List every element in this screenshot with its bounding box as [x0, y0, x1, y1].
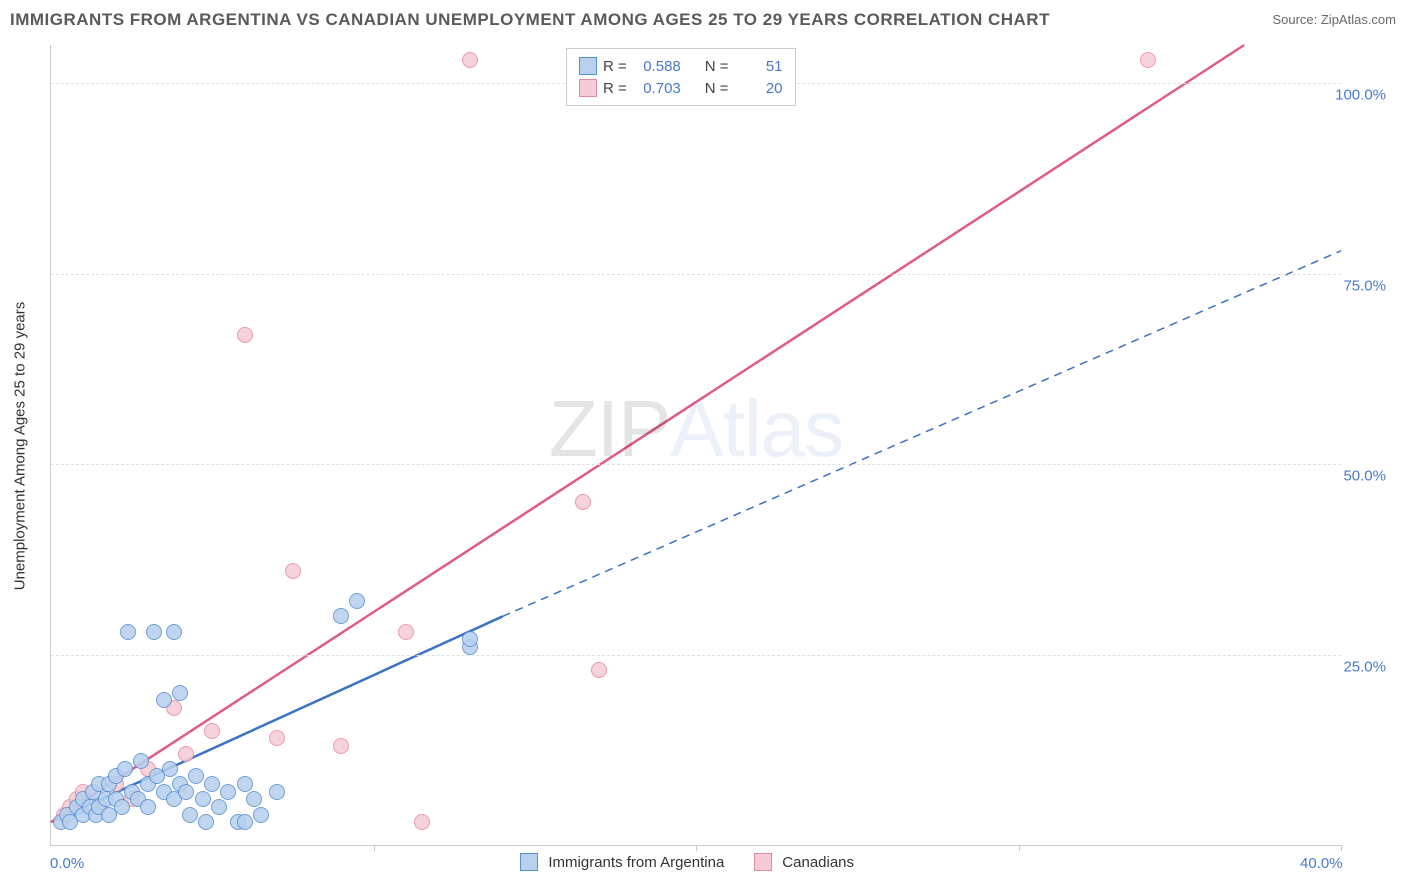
x-tick	[1341, 845, 1342, 851]
x-tick	[374, 845, 375, 851]
canadians-point	[269, 730, 285, 746]
canadians-point	[575, 494, 591, 510]
y-tick-label: 25.0%	[1343, 658, 1386, 675]
immigrants-point	[178, 784, 194, 800]
immigrants-point	[246, 791, 262, 807]
immigrants-point	[188, 768, 204, 784]
immigrants-point	[211, 799, 227, 815]
canadians-point	[591, 662, 607, 678]
immigrants-point	[237, 814, 253, 830]
immigrants-point	[462, 631, 478, 647]
legend-stat-row: R = 0.703 N = 20	[579, 77, 783, 99]
immigrants-point	[269, 784, 285, 800]
immigrants-point	[146, 624, 162, 640]
r-value: 0.703	[633, 80, 681, 97]
source-name: ZipAtlas.com	[1321, 12, 1396, 27]
legend-swatch	[754, 853, 772, 871]
immigrants-point	[166, 624, 182, 640]
immigrants-point	[349, 593, 365, 609]
n-label: N =	[705, 58, 729, 75]
n-label: N =	[705, 80, 729, 97]
immigrants-point	[140, 799, 156, 815]
r-value: 0.588	[633, 58, 681, 75]
immigrants-trend-line-extrapolated	[503, 251, 1342, 617]
immigrants-point	[198, 814, 214, 830]
y-tick-label: 50.0%	[1343, 468, 1386, 485]
watermark: ZIPAtlas	[549, 383, 843, 475]
x-tick	[1019, 845, 1020, 851]
r-label: R =	[603, 58, 627, 75]
immigrants-point	[204, 776, 220, 792]
legend-series-name: Immigrants from Argentina	[548, 854, 724, 871]
source-attribution: Source: ZipAtlas.com	[1272, 12, 1396, 27]
canadians-point	[204, 723, 220, 739]
immigrants-point	[220, 784, 236, 800]
correlation-stats-legend: R = 0.588 N = 51 R = 0.703 N = 20	[566, 48, 796, 106]
chart-title: IMMIGRANTS FROM ARGENTINA VS CANADIAN UN…	[10, 10, 1050, 29]
r-label: R =	[603, 80, 627, 97]
grid-line	[51, 655, 1341, 656]
source-prefix: Source:	[1272, 12, 1320, 27]
legend-stat-row: R = 0.588 N = 51	[579, 55, 783, 77]
canadians-trend-line	[51, 45, 1244, 822]
grid-line	[51, 464, 1341, 465]
canadians-point	[178, 746, 194, 762]
watermark-part-b: Atlas	[670, 384, 843, 473]
immigrants-point	[253, 807, 269, 823]
n-value: 51	[735, 58, 783, 75]
canadians-point	[1140, 52, 1156, 68]
x-origin-label: 0.0%	[50, 855, 84, 872]
grid-line	[51, 274, 1341, 275]
immigrants-point	[120, 624, 136, 640]
immigrants-point	[114, 799, 130, 815]
canadians-point	[462, 52, 478, 68]
x-max-label: 40.0%	[1300, 855, 1343, 872]
immigrants-point	[172, 685, 188, 701]
immigrants-point	[133, 753, 149, 769]
scatter-plot: ZIPAtlas	[50, 45, 1341, 846]
immigrants-point	[182, 807, 198, 823]
immigrants-point	[333, 608, 349, 624]
canadians-point	[414, 814, 430, 830]
legend-swatch	[579, 79, 597, 97]
immigrants-point	[195, 791, 211, 807]
n-value: 20	[735, 80, 783, 97]
trend-lines-layer	[51, 45, 1341, 845]
y-tick-label: 75.0%	[1343, 277, 1386, 294]
immigrants-point	[162, 761, 178, 777]
y-tick-label: 100.0%	[1335, 87, 1386, 104]
immigrants-point	[156, 692, 172, 708]
canadians-point	[398, 624, 414, 640]
legend-series-name: Canadians	[782, 854, 854, 871]
watermark-part-a: ZIP	[549, 384, 670, 473]
y-axis-label: Unemployment Among Ages 25 to 29 years	[12, 302, 29, 591]
immigrants-point	[237, 776, 253, 792]
immigrants-point	[117, 761, 133, 777]
series-legend: Immigrants from Argentina Canadians	[514, 851, 880, 873]
canadians-point	[333, 738, 349, 754]
legend-swatch	[579, 57, 597, 75]
legend-swatch	[520, 853, 538, 871]
canadians-point	[237, 327, 253, 343]
canadians-point	[285, 563, 301, 579]
